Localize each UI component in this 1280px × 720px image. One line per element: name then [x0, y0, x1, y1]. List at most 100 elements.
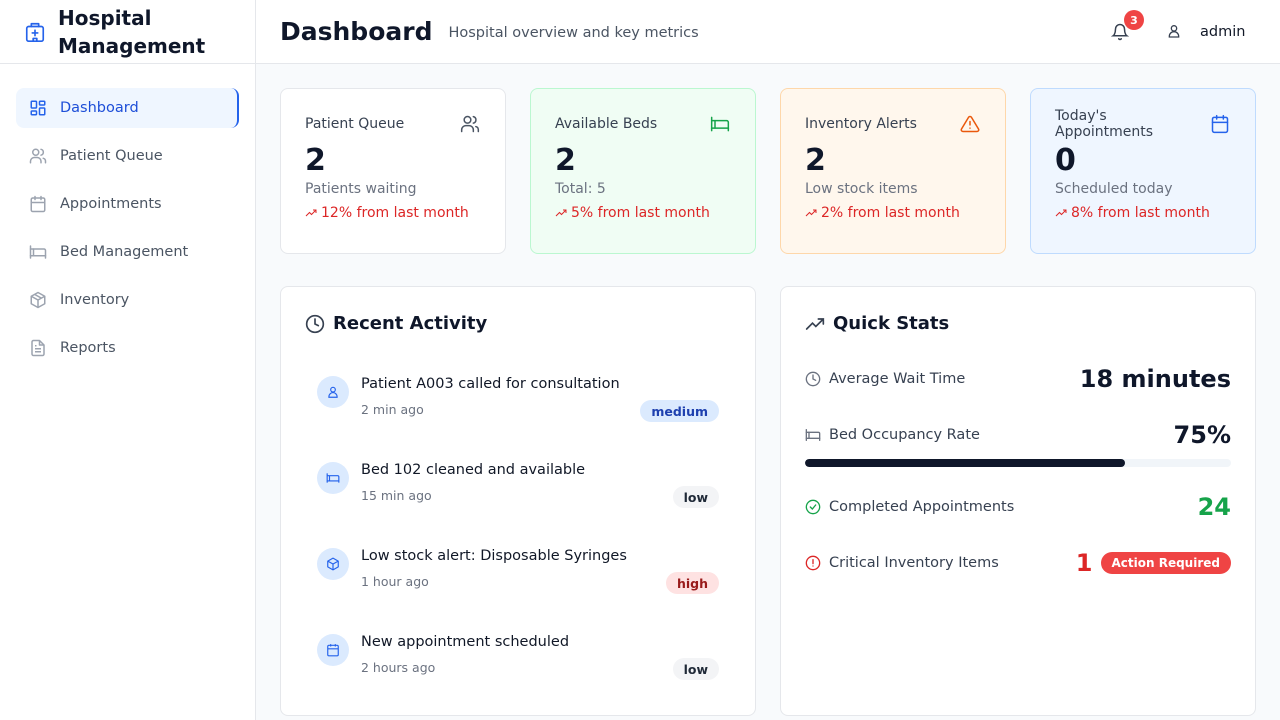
calendar-icon — [28, 194, 48, 214]
activity-item: Bed 102 cleaned and available 15 min ago… — [317, 462, 719, 522]
stat-subtext: Patients waiting — [305, 181, 417, 197]
hospital-icon — [24, 21, 46, 43]
panel-title: Recent Activity — [305, 313, 487, 334]
clock-icon — [805, 371, 821, 387]
bed-icon — [805, 427, 821, 443]
trending-up-icon — [1055, 207, 1067, 219]
quick-stat-value: 75% — [1173, 421, 1231, 449]
activity-text: New appointment scheduled — [361, 634, 570, 650]
progress-fill — [805, 459, 1125, 467]
stat-label: Today's Appointments — [1055, 108, 1154, 140]
sidebar-item-label: Patient Queue — [60, 148, 163, 164]
priority-badge: low — [672, 658, 719, 680]
user-icon — [1166, 23, 1184, 41]
stat-card-available-beds: Available Beds 2 Total: 5 5% from last m… — [530, 88, 756, 254]
sidebar-item-reports[interactable]: Reports — [16, 328, 239, 368]
sidebar-nav: Dashboard Patient Queue Appointments Bed… — [0, 64, 255, 400]
stat-subtext: Low stock items — [805, 181, 918, 197]
stat-card-todays-appointments: Today's Appointments 0 Scheduled today 8… — [1030, 88, 1256, 254]
calendar-icon — [1209, 113, 1231, 135]
activity-text: Low stock alert: Disposable Syringes — [361, 548, 627, 564]
brand-title: Hospital Management — [58, 5, 206, 58]
quick-stat-value: 24 — [1197, 493, 1231, 521]
trending-up-icon — [805, 314, 825, 334]
trending-up-icon — [555, 207, 567, 219]
activity-text: Bed 102 cleaned and available — [361, 462, 586, 478]
sidebar-item-label: Bed Management — [60, 244, 189, 260]
page-title: Dashboard — [280, 17, 433, 46]
bed-occupancy-progress — [805, 459, 1231, 467]
quick-stat-label-text: Completed Appointments — [829, 499, 1015, 515]
page-subtitle: Hospital overview and key metrics — [448, 24, 699, 41]
bell-icon[interactable] — [1108, 20, 1132, 44]
activity-time: 15 min ago — [361, 488, 432, 503]
quick-stat-label: Critical Inventory Items — [805, 555, 999, 571]
file-text-icon — [28, 338, 48, 358]
alert-triangle-icon — [959, 113, 981, 135]
activity-time: 1 hour ago — [361, 574, 429, 589]
sidebar-item-label: Appointments — [60, 196, 162, 212]
stat-trend: 8% from last month — [1055, 205, 1231, 221]
sidebar-item-inventory[interactable]: Inventory — [16, 280, 239, 320]
package-icon — [28, 290, 48, 310]
quick-stat-average-wait: Average Wait Time 18 minutes — [805, 363, 1231, 395]
users-icon — [28, 146, 48, 166]
stat-trend-text: 12% from last month — [321, 205, 469, 221]
priority-badge: medium — [640, 400, 719, 422]
sidebar-item-dashboard[interactable]: Dashboard — [16, 88, 239, 128]
top-header: Dashboard Hospital overview and key metr… — [256, 0, 1280, 64]
stat-value: 0 — [1055, 143, 1076, 178]
trending-up-icon — [805, 207, 817, 219]
stat-value: 2 — [305, 143, 326, 178]
stat-trend: 2% from last month — [805, 205, 981, 221]
sidebar-item-label: Reports — [60, 340, 116, 356]
quick-stat-value: 1 — [1075, 549, 1093, 577]
quick-stat-label-text: Critical Inventory Items — [829, 555, 999, 571]
stat-trend: 5% from last month — [555, 205, 731, 221]
sidebar-item-label: Dashboard — [60, 100, 139, 116]
quick-stat-label: Average Wait Time — [805, 371, 965, 387]
user-name: admin — [1200, 24, 1246, 40]
stat-trend-text: 2% from last month — [821, 205, 960, 221]
stat-trend: 12% from last month — [305, 205, 481, 221]
stat-card-patient-queue: Patient Queue 2 Patients waiting 12% fro… — [280, 88, 506, 254]
sidebar: Hospital Management Dashboard Patient Qu… — [0, 0, 256, 720]
bed-icon — [317, 462, 349, 494]
quick-stat-completed-appointments: Completed Appointments 24 — [805, 491, 1231, 523]
stat-value: 2 — [555, 143, 576, 178]
quick-stat-value: 18 minutes — [1079, 365, 1231, 393]
stat-subtext: Scheduled today — [1055, 181, 1173, 197]
stat-card-inventory-alerts: Inventory Alerts 2 Low stock items 2% fr… — [780, 88, 1006, 254]
activity-item: Patient A003 called for consultation 2 m… — [317, 376, 719, 436]
quick-stats-panel: Quick Stats Average Wait Time 18 minutes… — [780, 286, 1256, 716]
check-circle-icon — [805, 499, 821, 515]
panel-title-text: Recent Activity — [333, 313, 488, 334]
package-icon — [317, 548, 349, 580]
panel-title: Quick Stats — [805, 313, 949, 334]
quick-stat-bed-occupancy: Bed Occupancy Rate 75% — [805, 419, 1231, 451]
quick-stat-value-group: 1 Action Required — [1076, 549, 1231, 577]
dashboard-icon — [28, 98, 48, 118]
stat-label: Available Beds — [555, 116, 658, 132]
activity-item: Low stock alert: Disposable Syringes 1 h… — [317, 548, 719, 608]
users-icon — [459, 113, 481, 135]
notification-badge: 3 — [1124, 10, 1144, 30]
sidebar-item-bed-management[interactable]: Bed Management — [16, 232, 239, 272]
brand: Hospital Management — [0, 0, 255, 64]
quick-stat-critical-inventory: Critical Inventory Items 1 Action Requir… — [805, 547, 1231, 579]
bed-icon — [709, 113, 731, 135]
quick-stat-label-text: Bed Occupancy Rate — [829, 427, 980, 443]
stat-trend-text: 5% from last month — [571, 205, 710, 221]
activity-time: 2 min ago — [361, 402, 424, 417]
stat-subtext: Total: 5 — [555, 181, 606, 197]
user-menu[interactable]: admin — [1166, 20, 1245, 44]
quick-stat-label: Completed Appointments — [805, 499, 1014, 515]
recent-activity-panel: Recent Activity Patient A003 called for … — [280, 286, 756, 716]
sidebar-item-appointments[interactable]: Appointments — [16, 184, 239, 224]
quick-stat-label: Bed Occupancy Rate — [805, 427, 980, 443]
action-required-badge[interactable]: Action Required — [1100, 552, 1231, 574]
bed-icon — [28, 242, 48, 262]
sidebar-item-patient-queue[interactable]: Patient Queue — [16, 136, 239, 176]
user-icon — [317, 376, 349, 408]
activity-time: 2 hours ago — [361, 660, 436, 675]
